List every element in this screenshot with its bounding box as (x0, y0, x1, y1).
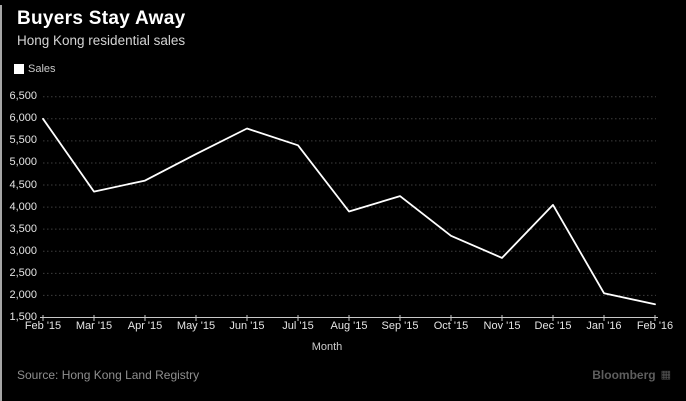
window-left-edge (0, 5, 2, 401)
y-axis-tick-label: 5,500 (9, 134, 37, 147)
x-axis-tick-label: Sep '15 (381, 320, 419, 332)
legend-swatch-icon (14, 64, 24, 74)
chart-subtitle: Hong Kong residential sales (17, 33, 186, 48)
x-axis-tick-label: Aug '15 (330, 320, 368, 332)
x-axis-tick-label: Jan '16 (586, 320, 622, 332)
chart-legend: Sales (14, 63, 56, 75)
y-axis-tick-label: 1,500 (9, 311, 37, 323)
x-axis-tick-label: Jun '15 (229, 320, 265, 332)
x-axis-tick-label: Apr '15 (127, 320, 163, 332)
brand-mark: Bloomberg ▦ (592, 368, 671, 382)
x-axis-tick-label: May '15 (176, 320, 216, 332)
x-axis-tick-label: Jul '15 (282, 320, 314, 332)
x-axis-tick-label: Nov '15 (483, 320, 521, 332)
y-axis-tick-label: 2,500 (9, 266, 37, 279)
y-axis-tick-label: 5,000 (9, 156, 37, 169)
y-axis-tick-label: 6,500 (9, 90, 37, 103)
sales-series-line (42, 117, 656, 306)
x-axis-tick-label: Feb '16 (636, 320, 674, 332)
x-axis-tick-label: Oct '15 (433, 320, 469, 332)
bloomberg-logo-icon: ▦ (660, 368, 671, 381)
x-axis-title: Month (311, 341, 343, 353)
x-axis-tick-label: Feb '15 (24, 320, 62, 332)
legend-label: Sales (28, 63, 56, 75)
y-axis-tick-label: 3,000 (9, 244, 37, 257)
y-axis-tick-label: 4,000 (9, 200, 37, 213)
bloomberg-wordmark: Bloomberg (592, 368, 656, 382)
y-axis-tick-label: 6,000 (9, 112, 37, 125)
y-axis-tick-label: 2,000 (9, 288, 37, 301)
x-axis-tick-label: Mar '15 (75, 320, 113, 332)
chart-title: Buyers Stay Away (17, 8, 186, 29)
x-axis-tick-label: Dec '15 (534, 320, 572, 332)
source-note: Source: Hong Kong Land Registry (17, 368, 200, 382)
y-axis-tick-label: 4,500 (9, 178, 37, 191)
y-axis-tick-label: 3,500 (9, 222, 37, 235)
